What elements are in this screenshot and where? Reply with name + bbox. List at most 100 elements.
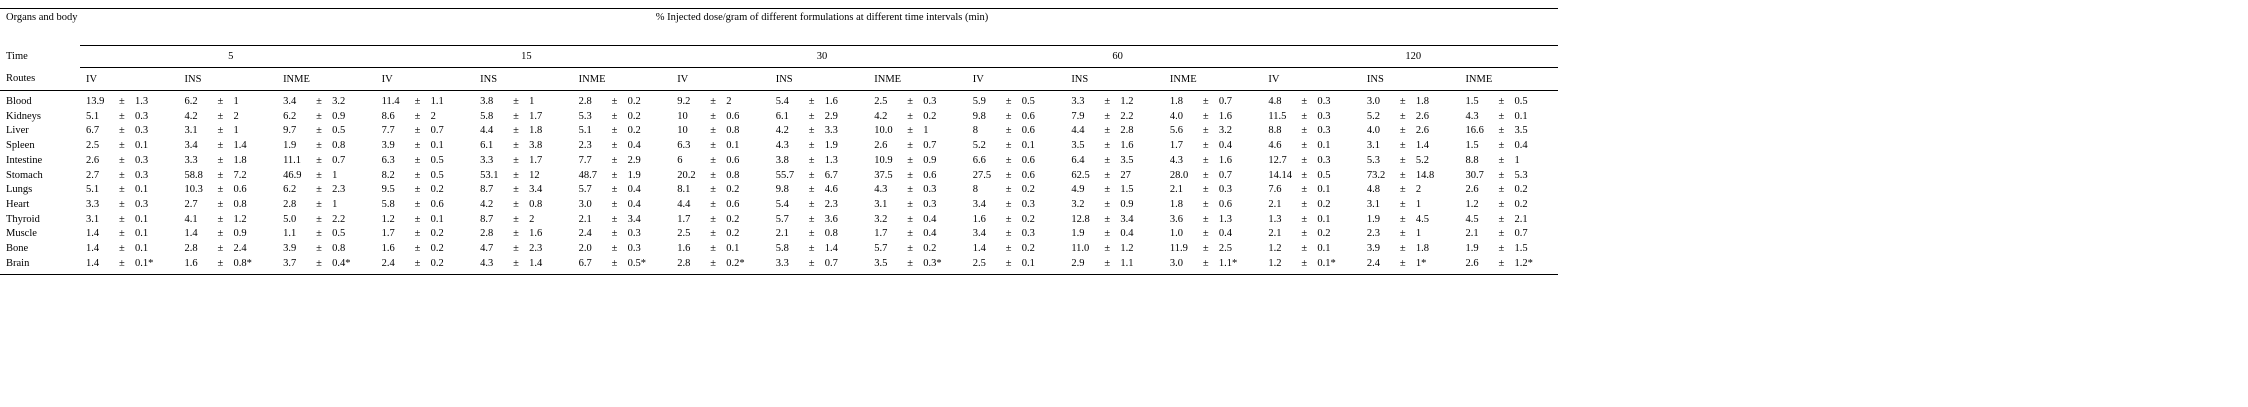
plus-minus: ± [1301,213,1308,225]
plus-minus: ± [1202,110,1209,122]
plus-minus: ± [1104,213,1111,225]
sd: 0.5 [332,125,346,137]
sd: 1.4 [1415,140,1430,152]
value-cell: 1.6 ±0.2 [967,213,1066,228]
sd: 0.7 [824,257,838,269]
value-cell: 1.7 ±0.4 [1164,139,1263,154]
plus-minus: ± [1202,96,1209,107]
mean: 1.6 [184,257,198,269]
plus-minus: ± [808,228,815,240]
value-cell: 1.5 ±0.5 [1459,91,1558,110]
sd: 1.1 [1120,257,1134,269]
sd: 0.7 [1514,228,1528,240]
plus-minus: ± [907,110,914,122]
plus-minus: ± [611,140,618,152]
data-row: Kidneys 5.1 ±0.3 4.2 ±2 6.2 ±0.9 8.6 ±2 5.8 ±1.7 5.… [0,110,1558,125]
value-cell: 9.8 ±0.6 [967,110,1066,125]
mean: 2.0 [578,243,592,255]
plus-minus: ± [611,184,618,196]
value-cell: 6.7 ±0.5* [572,256,672,276]
value-cell: 2.6 ±0.2 [1459,183,1558,198]
value-cell: 2.7 ±0.8 [179,198,278,213]
plus-minus: ± [1104,110,1111,122]
value-cell: 4.2 ±3.3 [770,124,869,139]
plus-minus: ± [513,228,519,240]
sd: 0.2 [430,184,444,196]
sd: 1 [923,125,929,137]
sd: 0.9 [332,110,346,122]
value-cell: 37.5 ±0.6 [868,169,967,184]
value-cell: 7.7 ±0.7 [376,124,475,139]
sd: 0.4 [1218,228,1232,240]
value-cell: 1.0 ±0.4 [1164,227,1263,242]
mean: 7.7 [578,154,592,166]
sd: 0.3 [135,110,149,122]
sd: 0.1 [726,140,740,152]
sd: 0.5 [430,154,444,166]
sd: 4.5 [1415,213,1430,225]
plus-minus: ± [119,140,125,152]
mean: 4.4 [1071,125,1085,137]
value-cell: 3.8 ±1.3 [770,154,869,169]
value-cell: 9.8 ±4.6 [770,183,869,198]
value-cell: 9.2 ±2 [671,91,770,110]
value-cell: 3.1 ±0.1 [80,213,179,228]
value-cell: 13.9 ±1.3 [80,91,179,110]
sd: 0.9 [923,154,937,166]
mean: 2.4 [381,257,395,269]
plus-minus: ± [414,184,421,196]
mean: 2.4 [578,228,592,240]
plus-minus: ± [1202,198,1209,210]
sd: 0.2 [726,228,740,240]
value-cell: 3.0 ±1.1* [1163,256,1263,276]
plus-minus: ± [1202,184,1209,196]
value-cell: 73.2 ±14.8 [1361,169,1460,184]
sd: 0.1 [1317,140,1331,152]
value-cell: 6.2 ±0.9 [277,110,376,125]
plus-minus: ± [414,213,421,225]
plus-minus: ± [414,140,421,152]
sd: 2.3 [529,243,543,255]
mean: 62.5 [1071,169,1090,181]
mean: 6.1 [775,110,789,122]
plus-minus: ± [217,169,224,181]
sd: 2 [726,96,732,107]
route-cell: INS [474,67,573,91]
plus-minus: ± [414,169,421,181]
mean: 8.2 [381,169,395,181]
plus-minus: ± [414,110,421,122]
sd: 0.2 [1021,213,1035,225]
value-cell: 6.1 ±2.9 [770,110,869,125]
mean: 3.1 [1366,140,1381,152]
plus-minus: ± [611,110,618,122]
mean: 8.8 [1465,154,1479,166]
plus-minus: ± [1202,243,1209,255]
sd: 3.6 [824,213,838,225]
plus-minus: ± [119,198,125,210]
value-cell: 2.1 ±0.8 [770,227,869,242]
plus-minus: ± [710,110,716,122]
mean: 4.3 [775,140,789,152]
mean: 4.7 [480,243,494,255]
sd: 1 [1415,198,1422,210]
value-cell: 3.3 ±0.3 [80,198,179,213]
mean: 9.2 [677,96,691,107]
mean: 28.0 [1169,169,1189,181]
plus-minus: ± [1202,154,1209,166]
plus-minus: ± [1301,243,1308,255]
sd: 0.5 [1317,169,1331,181]
value-cell: 2.4 ±1* [1360,256,1460,276]
value-cell: 1.9 ±0.4 [1065,227,1164,242]
data-row: Brain 1.4 ±0.1* 1.6 ±0.8* 3.7 ±0.4* 2.4 ±0.2 4.3 ±… [0,256,1558,276]
value-cell: 3.4 ±0.3 [967,198,1066,213]
routes-row: Routes IV INS INME IV INS INME IV INS INME IV INS IN… [0,67,1558,91]
sd: 2 [233,110,239,122]
route-cell: IV [966,67,1066,91]
mean: 5.7 [775,213,789,225]
plus-minus: ± [513,213,519,225]
organ-cell: Brain [0,256,80,276]
sd: 0.5 [332,228,346,240]
sd: 0.4 [923,228,937,240]
value-cell: 4.4 ±2.8 [1065,124,1164,139]
mean: 2.5 [972,257,986,269]
